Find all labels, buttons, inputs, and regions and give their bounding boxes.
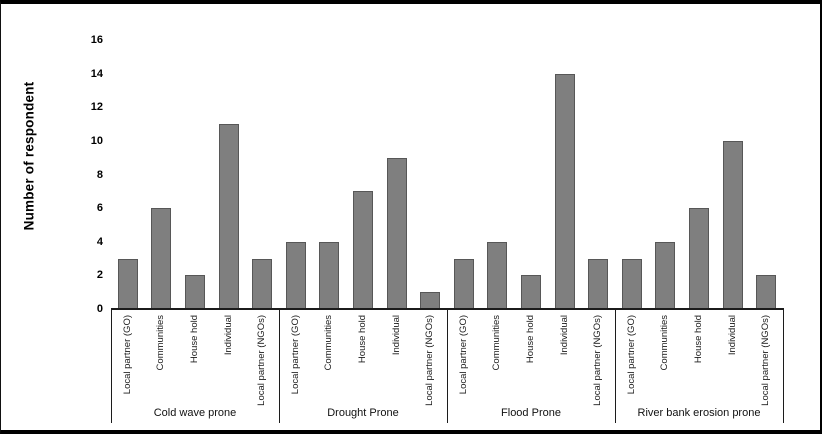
bar [117, 258, 138, 309]
bar [554, 73, 575, 309]
y-tick-label: 12 [90, 101, 103, 114]
category-label: Communities [648, 315, 682, 370]
category-label-text: Communities [323, 315, 335, 371]
group-separator-line [783, 308, 784, 423]
bar [588, 258, 609, 309]
category-label-text: Local partner (NGOs) [592, 315, 604, 406]
category-label: Communities [312, 315, 346, 370]
bar [487, 241, 508, 309]
category-label-text: House hold [357, 315, 368, 364]
y-tick-label: 14 [90, 67, 103, 80]
bar [453, 258, 474, 309]
category-label-text: Communities [491, 315, 503, 371]
bar [756, 275, 777, 309]
y-tick-label: 0 [96, 303, 103, 315]
bar [319, 241, 340, 309]
category-label-text: Communities [155, 315, 167, 371]
category-label-text: House hold [693, 315, 704, 364]
group-label: River bank erosion prone [637, 407, 761, 419]
bar [218, 124, 239, 309]
bar [386, 157, 407, 309]
y-tick-label: 10 [90, 134, 103, 147]
category-label-text: Local partner (GO) [121, 315, 133, 395]
category-label-text: Local partner (GO) [457, 315, 469, 395]
category-label: Local partner (GO) [279, 315, 313, 394]
category-label-text: House hold [189, 315, 200, 364]
category-label-text: Local partner (GO) [289, 315, 301, 395]
category-label: Individual [380, 315, 414, 355]
bar [621, 258, 642, 309]
bar [655, 241, 676, 309]
y-tick-label: 16 [90, 34, 103, 46]
bar [252, 258, 273, 309]
group-separator-line [447, 308, 448, 423]
bar [151, 208, 172, 309]
category-label: Local partner (GO) [111, 315, 145, 394]
bar [185, 275, 205, 309]
category-label: Local partner (GO) [615, 315, 649, 394]
category-label: House hold [682, 315, 716, 363]
category-label: Communities [144, 315, 178, 370]
category-label: Individual [716, 315, 750, 355]
group-label: Drought Prone [327, 407, 399, 419]
category-label-text: House hold [525, 315, 536, 364]
bar [521, 275, 541, 309]
bar [285, 241, 306, 309]
category-label: House hold [514, 315, 548, 363]
category-label-text: Communities [659, 315, 671, 371]
group-label: Cold wave prone [153, 407, 237, 419]
bar [722, 140, 743, 309]
category-label-text: Local partner (NGOs) [760, 315, 772, 406]
group-label: Flood Prone [501, 407, 561, 419]
group-separator-line [615, 308, 616, 423]
category-label: House hold [178, 315, 212, 363]
bar [353, 191, 373, 309]
category-label: Local partner (NGOs) [413, 315, 447, 406]
group-separator-line [111, 308, 112, 423]
category-label-text: Individual [390, 315, 402, 356]
category-label: Local partner (GO) [447, 315, 481, 394]
category-label-text: Local partner (NGOs) [256, 315, 268, 406]
category-label-text: Individual [222, 315, 234, 356]
plot-area [111, 40, 783, 309]
category-label: Local partner (NGOs) [581, 315, 615, 406]
y-axis-title: Number of respondent [21, 81, 37, 231]
category-label: Local partner (NGOs) [749, 315, 783, 406]
group-separator-line [279, 308, 280, 423]
y-tick-label: 2 [96, 269, 103, 282]
category-label: House hold [346, 315, 380, 363]
category-label-text: Local partner (GO) [625, 315, 637, 395]
bar [689, 208, 709, 309]
bar [420, 292, 441, 309]
category-label: Communities [480, 315, 514, 370]
y-tick-label: 4 [96, 235, 103, 248]
category-label-text: Individual [558, 315, 570, 356]
y-tick-label: 6 [96, 202, 103, 215]
category-label: Local partner (NGOs) [245, 315, 279, 406]
y-tick-label: 8 [96, 168, 103, 181]
category-label-text: Individual [726, 315, 738, 356]
category-label-text: Local partner (NGOs) [424, 315, 436, 406]
category-label: Individual [212, 315, 246, 355]
category-label: Individual [548, 315, 582, 355]
